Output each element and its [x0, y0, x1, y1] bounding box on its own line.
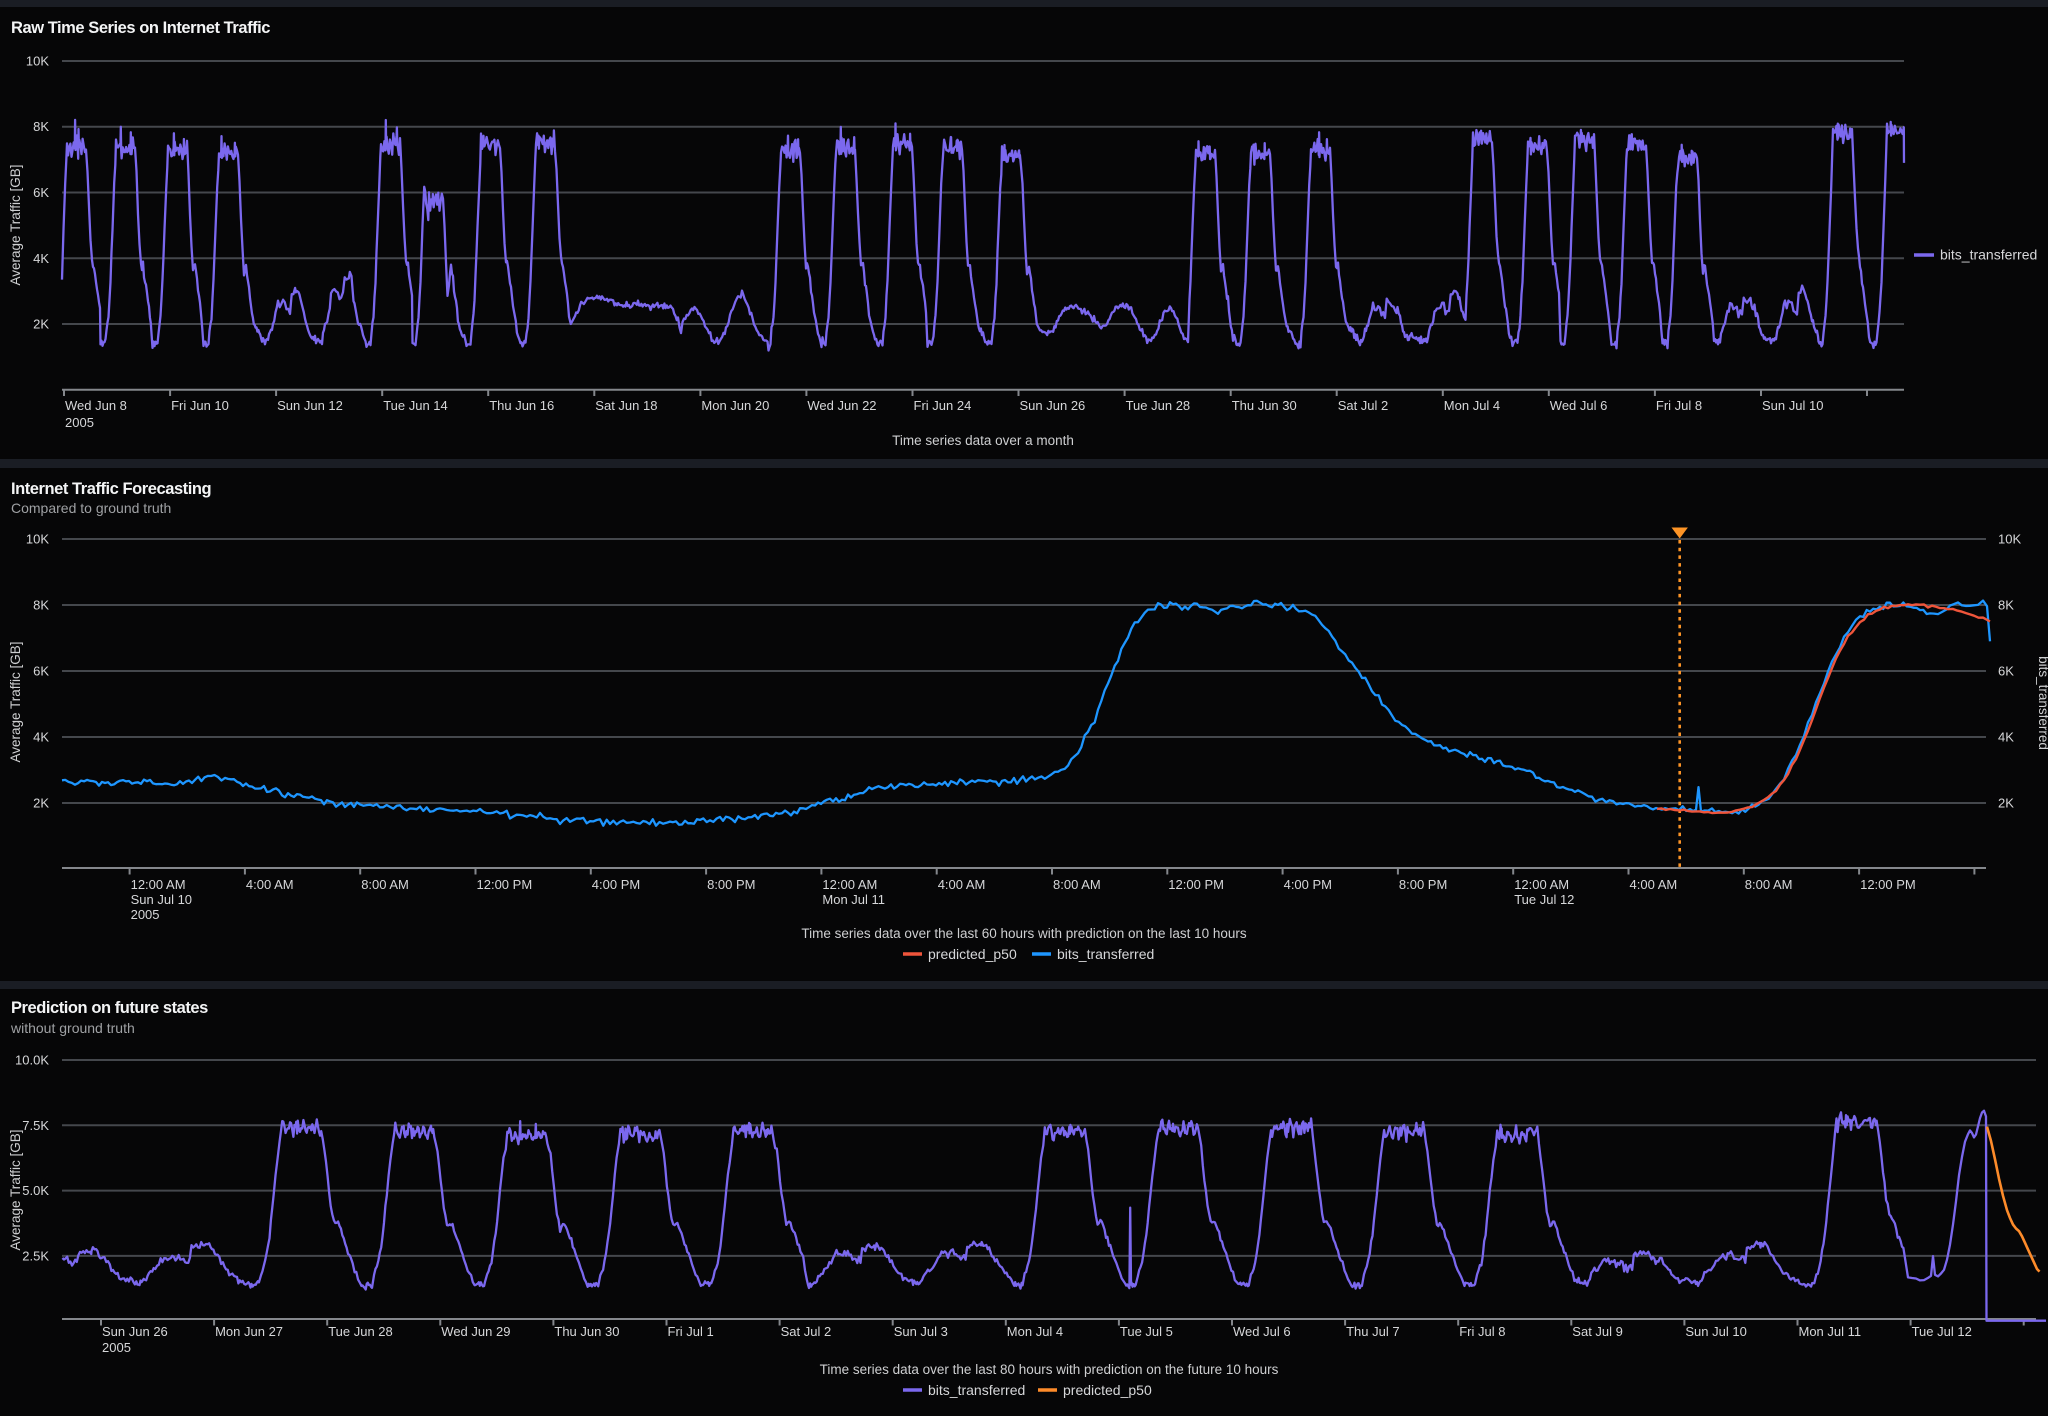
svg-text:Sat Jun 18: Sat Jun 18 [595, 398, 657, 413]
svg-text:Wed Jun 22: Wed Jun 22 [807, 398, 876, 413]
svg-text:Fri Jun 10: Fri Jun 10 [171, 398, 229, 413]
svg-text:Thu Jun 16: Thu Jun 16 [489, 398, 554, 413]
svg-text:Fri Jul 1: Fri Jul 1 [668, 1324, 714, 1339]
svg-text:Time series data over a month: Time series data over a month [892, 433, 1074, 448]
svg-text:Sun Jul 3: Sun Jul 3 [894, 1324, 948, 1339]
svg-text:Fri Jul 8: Fri Jul 8 [1459, 1324, 1505, 1339]
svg-text:Wed Jun 8: Wed Jun 8 [65, 398, 127, 413]
svg-text:12:00 AM: 12:00 AM [1514, 877, 1569, 892]
svg-text:10K: 10K [1998, 532, 2021, 547]
svg-text:Wed Jul 6: Wed Jul 6 [1233, 1324, 1291, 1339]
svg-text:8K: 8K [1998, 598, 2014, 613]
svg-text:2K: 2K [33, 796, 49, 811]
svg-text:bits_transferred: bits_transferred [2036, 656, 2048, 750]
svg-text:Sun Jul 10: Sun Jul 10 [131, 892, 192, 907]
svg-text:Fri Jul 8: Fri Jul 8 [1656, 398, 1702, 413]
svg-text:bits_transferred: bits_transferred [1940, 247, 2037, 263]
svg-text:Tue Jun 28: Tue Jun 28 [1126, 398, 1191, 413]
svg-text:Average Traffic [GB]: Average Traffic [GB] [8, 164, 23, 285]
svg-text:4:00 AM: 4:00 AM [1630, 877, 1678, 892]
svg-text:8K: 8K [33, 119, 49, 134]
svg-text:2005: 2005 [102, 1340, 131, 1355]
svg-text:Tue Jul 12: Tue Jul 12 [1912, 1324, 1972, 1339]
svg-text:4:00 AM: 4:00 AM [938, 877, 986, 892]
svg-text:4:00 AM: 4:00 AM [246, 877, 294, 892]
svg-text:4K: 4K [33, 730, 49, 745]
svg-text:8:00 AM: 8:00 AM [1053, 877, 1101, 892]
svg-text:2K: 2K [1998, 796, 2014, 811]
svg-text:Sat Jul 9: Sat Jul 9 [1572, 1324, 1623, 1339]
svg-text:bits_transferred: bits_transferred [1057, 946, 1154, 962]
svg-text:Mon Jul 4: Mon Jul 4 [1444, 398, 1500, 413]
svg-text:Wed Jun 29: Wed Jun 29 [441, 1324, 510, 1339]
svg-text:8:00 PM: 8:00 PM [707, 877, 755, 892]
svg-text:2K: 2K [33, 317, 49, 332]
svg-text:12:00 PM: 12:00 PM [477, 877, 533, 892]
svg-text:12:00 PM: 12:00 PM [1168, 877, 1224, 892]
svg-text:Wed Jul 6: Wed Jul 6 [1550, 398, 1608, 413]
svg-text:7.5K: 7.5K [22, 1118, 49, 1133]
svg-text:Mon Jul 11: Mon Jul 11 [822, 892, 885, 907]
svg-text:Tue Jun 14: Tue Jun 14 [383, 398, 448, 413]
svg-text:Prediction on future states: Prediction on future states [11, 999, 208, 1017]
svg-text:Sun Jun 12: Sun Jun 12 [277, 398, 343, 413]
svg-text:8:00 AM: 8:00 AM [1745, 877, 1793, 892]
svg-text:Sun Jun 26: Sun Jun 26 [1020, 398, 1086, 413]
svg-text:predicted_p50: predicted_p50 [928, 946, 1017, 962]
svg-text:5.0K: 5.0K [22, 1183, 49, 1198]
svg-text:6K: 6K [33, 664, 49, 679]
svg-text:bits_transferred: bits_transferred [928, 1382, 1025, 1398]
svg-text:Thu Jun 30: Thu Jun 30 [554, 1324, 619, 1339]
svg-text:6K: 6K [33, 185, 49, 200]
svg-text:4:00 PM: 4:00 PM [592, 877, 640, 892]
svg-text:4:00 PM: 4:00 PM [1284, 877, 1332, 892]
svg-text:without ground truth: without ground truth [10, 1020, 135, 1036]
svg-text:Mon Jul 11: Mon Jul 11 [1799, 1324, 1862, 1339]
svg-text:Raw Time Series on Internet Tr: Raw Time Series on Internet Traffic [11, 19, 270, 37]
svg-text:Thu Jul 7: Thu Jul 7 [1346, 1324, 1399, 1339]
svg-text:4K: 4K [1998, 730, 2014, 745]
svg-text:12:00 PM: 12:00 PM [1860, 877, 1916, 892]
svg-text:Sun Jul 10: Sun Jul 10 [1762, 398, 1823, 413]
svg-text:Tue Jun 28: Tue Jun 28 [328, 1324, 393, 1339]
svg-text:Tue Jul 12: Tue Jul 12 [1514, 892, 1574, 907]
svg-text:Thu Jun 30: Thu Jun 30 [1232, 398, 1297, 413]
svg-text:8K: 8K [33, 598, 49, 613]
svg-text:Time series data over the last: Time series data over the last 60 hours … [801, 926, 1246, 941]
svg-text:10K: 10K [26, 54, 49, 69]
svg-text:predicted_p50: predicted_p50 [1063, 1382, 1152, 1398]
svg-text:2.5K: 2.5K [22, 1248, 49, 1263]
svg-text:Compared to ground truth: Compared to ground truth [11, 500, 171, 516]
svg-text:4K: 4K [33, 251, 49, 266]
svg-text:10.0K: 10.0K [15, 1053, 49, 1068]
svg-text:Sat Jul 2: Sat Jul 2 [1338, 398, 1389, 413]
svg-text:12:00 AM: 12:00 AM [131, 877, 186, 892]
svg-text:Sun Jun 26: Sun Jun 26 [102, 1324, 168, 1339]
svg-text:8:00 PM: 8:00 PM [1399, 877, 1447, 892]
svg-text:Tue Jul 5: Tue Jul 5 [1120, 1324, 1173, 1339]
svg-text:Mon Jun 20: Mon Jun 20 [701, 398, 769, 413]
svg-text:12:00 AM: 12:00 AM [822, 877, 877, 892]
svg-text:Average Traffic [GB]: Average Traffic [GB] [8, 1129, 23, 1250]
svg-text:6K: 6K [1998, 664, 2014, 679]
svg-text:Internet Traffic Forecasting: Internet Traffic Forecasting [11, 480, 211, 498]
svg-text:Average Traffic [GB]: Average Traffic [GB] [8, 641, 23, 762]
svg-text:Mon Jun 27: Mon Jun 27 [215, 1324, 283, 1339]
svg-text:Sat Jul 2: Sat Jul 2 [781, 1324, 832, 1339]
svg-text:2005: 2005 [65, 415, 94, 430]
svg-text:2005: 2005 [131, 907, 160, 922]
svg-text:Time series data over the last: Time series data over the last 80 hours … [820, 1362, 1279, 1377]
svg-text:10K: 10K [26, 532, 49, 547]
svg-text:Mon Jul 4: Mon Jul 4 [1007, 1324, 1063, 1339]
svg-text:Fri Jun 24: Fri Jun 24 [914, 398, 972, 413]
svg-text:8:00 AM: 8:00 AM [361, 877, 409, 892]
svg-text:Sun Jul 10: Sun Jul 10 [1685, 1324, 1746, 1339]
